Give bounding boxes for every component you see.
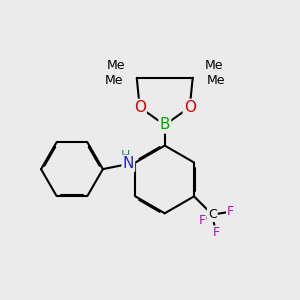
Text: O: O [134,100,146,115]
Text: O: O [184,100,196,115]
Text: Me: Me [106,59,125,72]
Text: B: B [160,118,170,133]
Text: Me: Me [205,59,223,72]
Text: Me: Me [206,74,225,87]
Text: F: F [212,226,219,239]
Text: H: H [121,149,130,162]
Text: Me: Me [104,74,123,87]
Text: F: F [198,214,206,227]
Text: C: C [208,208,217,221]
Text: F: F [227,205,234,218]
Text: N: N [123,156,134,171]
